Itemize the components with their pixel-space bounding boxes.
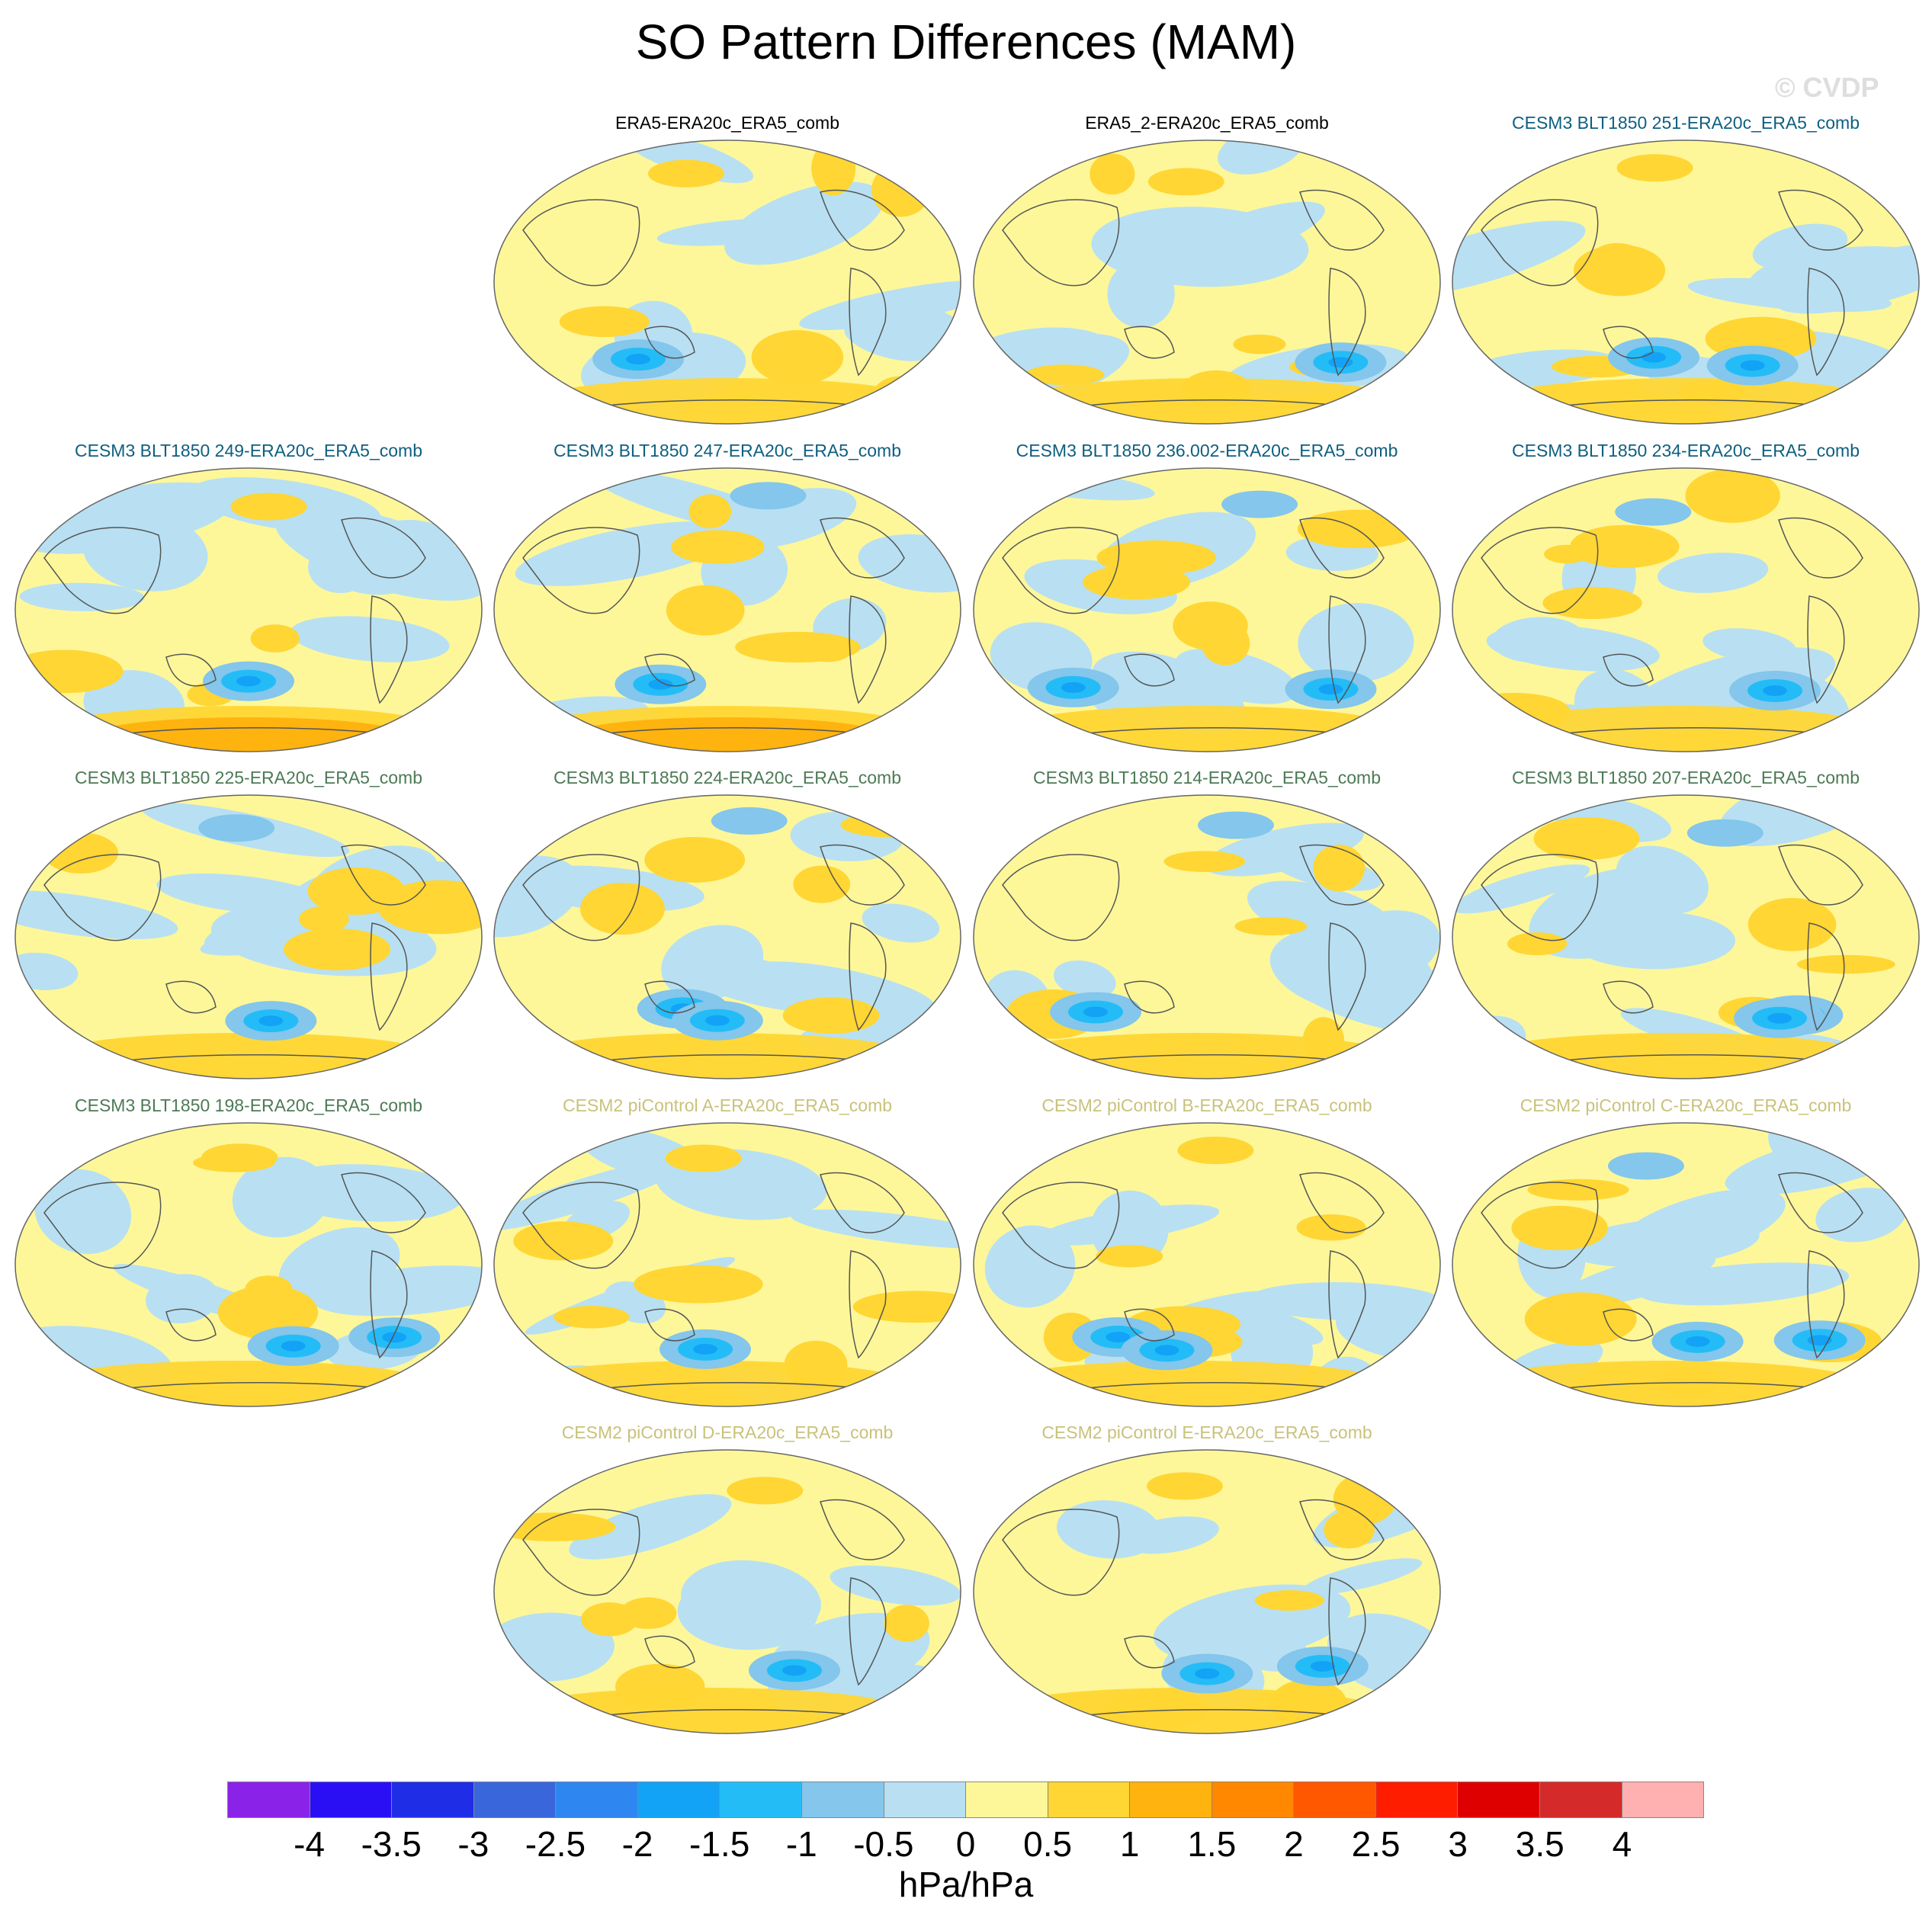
colorbar <box>227 1781 1704 1818</box>
map-panel <box>14 794 483 1079</box>
colorbar-swatch <box>228 1782 310 1817</box>
colorbar-tick-label: 4 <box>1612 1824 1632 1864</box>
colorbar-tick-label: 1.5 <box>1187 1824 1237 1864</box>
panel-title: CESM2 piControl B-ERA20c_ERA5_comb <box>1041 1095 1372 1115</box>
colorbar-swatch <box>1375 1782 1459 1817</box>
colorbar-tick-label: 3 <box>1448 1824 1468 1864</box>
map-panel <box>973 467 1441 752</box>
colorbar-swatch <box>1048 1782 1131 1817</box>
panel-title: CESM3 BLT1850 214-ERA20c_ERA5_comb <box>1033 768 1381 787</box>
colorbar-tick-label: -4 <box>294 1824 326 1864</box>
colorbar-swatch <box>637 1782 720 1817</box>
figure-title: SO Pattern Differences (MAM) <box>635 14 1297 69</box>
colorbar-tick-label: -3.5 <box>361 1824 422 1864</box>
panel-title: CESM3 BLT1850 224-ERA20c_ERA5_comb <box>554 768 901 787</box>
map-panel <box>1452 467 1920 752</box>
panel-title: CESM2 piControl E-ERA20c_ERA5_comb <box>1041 1422 1372 1442</box>
map-panel <box>493 1449 961 1734</box>
colorbar-tick-label: 1 <box>1119 1824 1140 1864</box>
panel-title: CESM3 BLT1850 207-ERA20c_ERA5_comb <box>1512 768 1860 787</box>
colorbar-swatch <box>1540 1782 1622 1817</box>
colorbar-tick-label: -3 <box>457 1824 489 1864</box>
colorbar-swatch <box>801 1782 884 1817</box>
colorbar-tick-label: -0.5 <box>853 1824 914 1864</box>
cvdp-credit: © CVDP <box>1775 72 1879 103</box>
panel-title: ERA5-ERA20c_ERA5_comb <box>615 113 840 133</box>
map-panel <box>493 140 961 425</box>
colorbar-swatch <box>1622 1782 1704 1817</box>
panel-title: CESM2 piControl A-ERA20c_ERA5_comb <box>562 1095 893 1115</box>
map-panel <box>1452 1122 1920 1407</box>
colorbar-swatch <box>1458 1782 1540 1817</box>
panel-title: CESM3 BLT1850 249-ERA20c_ERA5_comb <box>75 441 422 460</box>
panel-title: CESM3 BLT1850 236.002-ERA20c_ERA5_comb <box>1016 441 1398 460</box>
map-panel <box>493 1122 961 1407</box>
colorbar-swatch <box>884 1782 967 1817</box>
panel-title: CESM2 piControl D-ERA20c_ERA5_comb <box>561 1422 894 1442</box>
colorbar-tick-label: 0 <box>955 1824 976 1864</box>
colorbar-swatch <box>720 1782 802 1817</box>
panel-title: CESM3 BLT1850 251-ERA20c_ERA5_comb <box>1512 113 1860 133</box>
panel-title: CESM3 BLT1850 234-ERA20c_ERA5_comb <box>1512 441 1860 460</box>
colorbar-tick-label: 2 <box>1284 1824 1304 1864</box>
map-panel <box>493 467 961 752</box>
colorbar-swatch <box>966 1782 1048 1817</box>
colorbar-swatch <box>310 1782 393 1817</box>
map-panel <box>973 1449 1441 1734</box>
panel-title: CESM3 BLT1850 198-ERA20c_ERA5_comb <box>75 1095 422 1115</box>
map-panel <box>973 140 1441 425</box>
map-panel <box>973 1122 1441 1407</box>
map-panel <box>14 467 483 752</box>
panel-title: ERA5_2-ERA20c_ERA5_comb <box>1085 113 1329 133</box>
colorbar-units: hPa/hPa <box>898 1865 1034 1904</box>
colorbar-swatch <box>1294 1782 1376 1817</box>
colorbar-swatch <box>1212 1782 1295 1817</box>
panel-title: CESM3 BLT1850 247-ERA20c_ERA5_comb <box>554 441 901 460</box>
colorbar-tick-label: -1.5 <box>689 1824 750 1864</box>
colorbar-tick-label: -1 <box>785 1824 817 1864</box>
colorbar-tick-label: 0.5 <box>1023 1824 1073 1864</box>
colorbar-tick-label: -2.5 <box>525 1824 586 1864</box>
panel-title: CESM3 BLT1850 225-ERA20c_ERA5_comb <box>75 768 422 787</box>
colorbar-tick-label: 3.5 <box>1515 1824 1565 1864</box>
colorbar-tick-label: 2.5 <box>1351 1824 1401 1864</box>
colorbar-swatch <box>392 1782 474 1817</box>
map-panel <box>493 794 961 1079</box>
colorbar-swatch <box>473 1782 557 1817</box>
map-panel <box>1452 794 1920 1079</box>
map-panel <box>1452 140 1920 425</box>
colorbar-swatch <box>1130 1782 1212 1817</box>
panel-title: CESM2 piControl C-ERA20c_ERA5_comb <box>1520 1095 1852 1115</box>
map-panel <box>973 794 1441 1079</box>
map-panel <box>14 1122 483 1407</box>
colorbar-swatch <box>556 1782 638 1817</box>
colorbar-tick-label: -2 <box>621 1824 653 1864</box>
